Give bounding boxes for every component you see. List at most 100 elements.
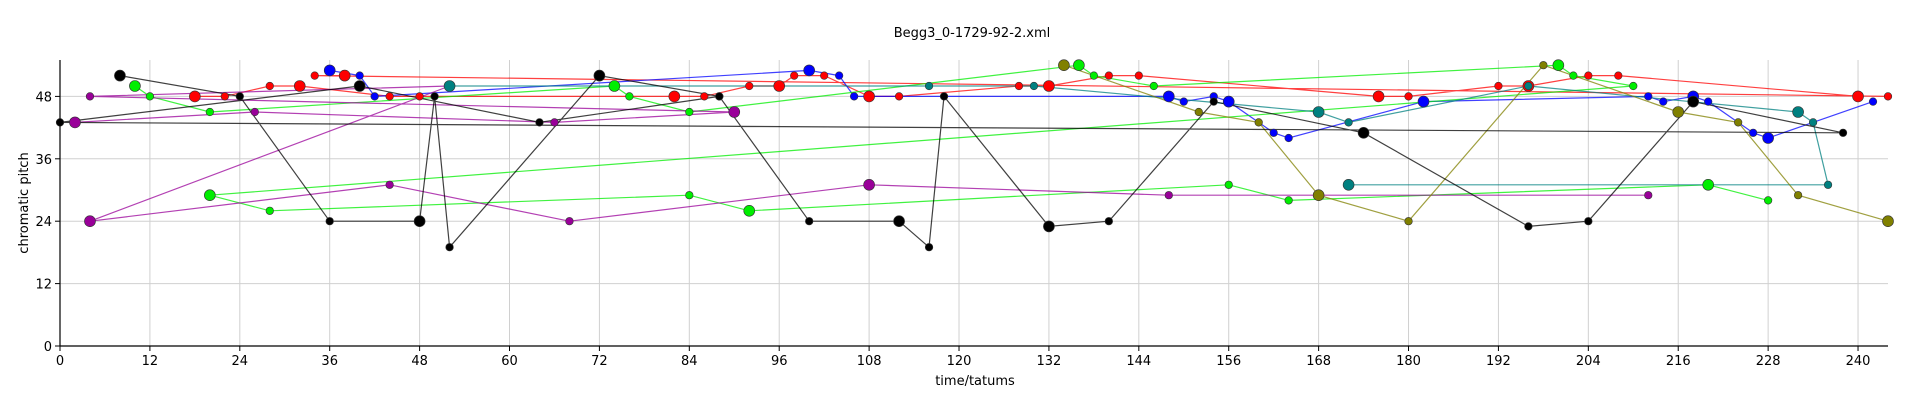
data-point: [1584, 217, 1593, 226]
series-line: [1063, 64, 1889, 222]
x-tick-label: 12: [142, 354, 159, 369]
data-point: [443, 80, 456, 92]
x-tick-label: 72: [591, 354, 608, 369]
data-point: [1104, 71, 1113, 80]
x-tick-label: 132: [1037, 354, 1062, 369]
data-point: [1823, 180, 1833, 189]
data-point: [220, 92, 229, 101]
data-point: [593, 69, 606, 82]
y-axis-label: chromatic pitch: [17, 152, 32, 253]
x-tick-label: 24: [232, 354, 249, 369]
y-ticks: 0 12 24 36 48: [35, 90, 60, 355]
series-line: [194, 75, 1889, 97]
data-point: [1029, 81, 1039, 91]
x-tick-label: 156: [1216, 354, 1241, 369]
data-point: [1149, 81, 1158, 91]
data-point: [1014, 81, 1024, 91]
data-point: [803, 64, 815, 77]
data-point: [265, 81, 274, 91]
data-point: [863, 179, 875, 191]
data-point: [445, 243, 454, 252]
data-point: [129, 80, 141, 92]
data-point: [385, 180, 394, 189]
y-tick-label: 48: [35, 90, 52, 105]
data-point: [1269, 128, 1278, 137]
data-point: [565, 217, 574, 226]
data-point: [1162, 90, 1175, 103]
x-tick-label: 36: [321, 354, 338, 369]
data-point: [608, 80, 621, 92]
x-tick-label: 120: [947, 354, 972, 369]
data-point: [1883, 92, 1893, 101]
data-point: [323, 64, 336, 77]
data-point: [1312, 189, 1325, 201]
data-point: [550, 118, 559, 127]
data-point: [1342, 179, 1355, 191]
x-tick-label: 180: [1396, 354, 1421, 369]
data-point: [114, 69, 126, 82]
x-tick-label: 192: [1486, 354, 1511, 369]
data-point: [728, 106, 741, 118]
data-point: [204, 189, 216, 201]
data-point: [1704, 97, 1713, 106]
data-point: [1194, 107, 1203, 117]
data-point: [1179, 97, 1188, 106]
data-point: [1569, 71, 1578, 80]
axes: [59, 60, 1888, 347]
data-point: [773, 80, 786, 92]
x-tick-label: 216: [1666, 354, 1691, 369]
data-point: [1659, 97, 1668, 106]
data-point: [1209, 97, 1218, 106]
data-point: [1043, 80, 1055, 92]
data-point: [1344, 118, 1353, 127]
data-point: [1404, 92, 1413, 101]
x-tick-label: 168: [1306, 354, 1331, 369]
data-point: [1164, 191, 1173, 200]
series-line: [74, 85, 1649, 222]
data-point: [893, 215, 905, 227]
data-point: [235, 92, 244, 101]
series-lines: [59, 64, 1889, 249]
data-point: [1417, 95, 1430, 108]
data-point: [415, 92, 424, 101]
data-point: [205, 107, 214, 117]
data-point: [715, 92, 724, 101]
data-point: [685, 107, 694, 117]
data-point: [353, 80, 366, 92]
data-point: [355, 71, 364, 80]
x-axis-label: time/tatums: [935, 374, 1015, 389]
y-tick-label: 24: [35, 215, 52, 230]
data-point: [1284, 133, 1293, 143]
data-point: [805, 217, 814, 226]
data-point: [1058, 59, 1070, 71]
data-point: [69, 116, 81, 129]
data-point: [1224, 180, 1233, 189]
y-tick-label: 12: [35, 278, 52, 293]
x-tick-label: 204: [1576, 354, 1601, 369]
data-point: [894, 92, 904, 101]
data-point: [1284, 196, 1293, 205]
data-point: [1687, 95, 1700, 108]
data-point: [338, 69, 351, 82]
data-point: [1792, 106, 1804, 118]
data-point: [1734, 118, 1743, 127]
x-tick-label: 240: [1846, 354, 1871, 369]
data-point: [1524, 222, 1533, 231]
y-tick-label: 36: [35, 153, 52, 168]
data-point: [1372, 90, 1385, 103]
x-tick-label: 60: [501, 354, 518, 369]
data-point: [700, 92, 709, 101]
data-point: [310, 71, 319, 80]
data-point: [535, 118, 544, 127]
data-point: [1672, 106, 1685, 118]
data-point: [790, 71, 799, 80]
data-point: [1882, 215, 1894, 227]
data-point: [1644, 92, 1653, 101]
data-point: [1764, 196, 1773, 205]
series-line: [59, 74, 1844, 249]
x-tick-label: 84: [681, 354, 698, 369]
data-point: [1552, 59, 1565, 71]
data-point: [1808, 118, 1818, 127]
data-point: [1644, 191, 1653, 200]
